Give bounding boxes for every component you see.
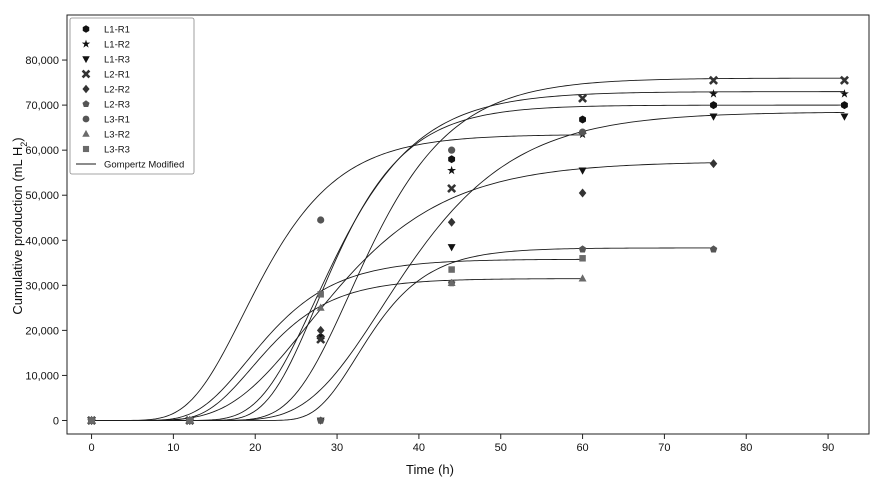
- fit-curves: [91, 77, 845, 421]
- point-l3-r3: [186, 417, 193, 424]
- point-l1-r2: [709, 89, 718, 98]
- fit-curve-l1-r2: [91, 91, 845, 421]
- point-l2-r1: [708, 75, 719, 85]
- x-tick-label: 90: [822, 442, 834, 454]
- legend-marker-l1-r1: [82, 25, 90, 33]
- point-l1-r3: [840, 113, 849, 121]
- point-l2-r3: [316, 416, 325, 424]
- legend-label: L1-R2: [104, 40, 130, 51]
- x-axis: 0 10 20 30 40 50 60 70 80 90: [88, 434, 834, 454]
- y-axis-title: Cumulative production (mL H2): [10, 137, 29, 314]
- legend-label-fit: Gompertz Modified: [104, 160, 184, 171]
- y-tick-label: 40,000: [25, 235, 59, 247]
- fit-curve-l3-r1: [91, 134, 583, 421]
- point-l3-r2: [316, 303, 325, 311]
- y-tick-label: 30,000: [25, 280, 59, 292]
- x-tick-label: 20: [249, 442, 261, 454]
- legend-label: L3-R1: [104, 115, 130, 126]
- legend-marker-l2-r2: [82, 84, 90, 94]
- y-tick-label: 70,000: [25, 100, 59, 112]
- y-tick-label: 0: [53, 415, 59, 427]
- point-l2-r2: [578, 188, 587, 198]
- legend-label: L2-R1: [104, 70, 130, 81]
- point-l3-r1: [578, 128, 587, 136]
- x-tick-label: 60: [576, 442, 588, 454]
- fit-curve-l2-r1: [91, 77, 845, 421]
- legend: L1-R1 L1-R2 L1-R3 L2-R1 L2-R2 L2-R3 L3-R1 L3-R2…: [69, 17, 195, 175]
- point-l3-r3: [579, 255, 586, 262]
- y-tick-label: 20,000: [25, 325, 59, 337]
- fit-curve-l3-r3: [91, 258, 583, 421]
- y-tick-label: 10,000: [25, 370, 59, 382]
- point-l2-r2: [316, 325, 325, 335]
- point-l3-r3: [448, 266, 455, 273]
- y-tick-label: 60,000: [25, 145, 59, 157]
- point-l1-r1: [710, 101, 717, 110]
- data-points: [87, 75, 849, 426]
- point-l1-r3: [709, 113, 718, 121]
- y-tick-label: 50,000: [25, 190, 59, 202]
- legend-label: L2-R3: [104, 100, 130, 111]
- point-l3-r1: [448, 146, 456, 154]
- x-tick-label: 80: [740, 442, 752, 454]
- legend-marker-l1-r2: [81, 39, 91, 48]
- point-l2-r2: [709, 159, 718, 169]
- point-l1-r2: [447, 165, 457, 175]
- point-l2-r3: [709, 245, 718, 253]
- plot-frame: [66, 14, 870, 435]
- legend-marker-l2-r3: [82, 100, 90, 108]
- point-l2-r1: [578, 93, 588, 103]
- legend-box: [69, 17, 195, 175]
- fit-curve-l2-r2: [91, 162, 714, 421]
- legend-marker-l1-r3: [82, 56, 90, 64]
- point-l2-r1: [839, 75, 849, 85]
- x-tick-label: 70: [658, 442, 670, 454]
- fit-curve-l2-r3: [91, 247, 714, 421]
- x-tick-label: 50: [495, 442, 507, 454]
- legend-marker-l3-r3: [82, 145, 90, 153]
- legend-marker-l3-r1: [82, 115, 90, 123]
- legend-label: L3-R3: [104, 145, 130, 156]
- point-l1-r1: [579, 115, 586, 124]
- point-l1-r3: [578, 167, 587, 175]
- point-l1-r1: [841, 101, 848, 110]
- y-axis: 0 10,000 20,000 30,000 40,000 50,000 60,000 70,…: [25, 55, 67, 427]
- point-l3-r2: [447, 278, 456, 286]
- legend-label: L2-R2: [104, 85, 130, 96]
- legend-marker-l2-r1: [81, 69, 91, 79]
- point-l3-r2: [578, 274, 587, 282]
- point-l2-r3: [578, 245, 587, 253]
- y-tick-label: 80,000: [25, 55, 59, 67]
- point-l3-r3: [88, 417, 95, 424]
- point-l2-r1: [316, 334, 326, 344]
- point-l2-r1: [447, 183, 457, 193]
- x-tick-label: 10: [167, 442, 179, 454]
- legend-label: L1-R3: [104, 55, 130, 66]
- fit-curve-l1-r1: [91, 104, 845, 421]
- legend-label: L3-R2: [104, 130, 130, 141]
- fit-curve-l1-r3: [91, 111, 845, 421]
- legend-marker-l3-r2: [82, 129, 90, 137]
- point-l3-r3: [317, 291, 324, 298]
- fit-curve-l3-r2: [91, 278, 583, 421]
- x-tick-label: 30: [331, 442, 343, 454]
- point-l1-r3: [447, 244, 456, 252]
- x-tick-label: 40: [413, 442, 425, 454]
- x-axis-title: Time (h): [406, 462, 454, 477]
- x-tick-label: 0: [88, 442, 94, 454]
- legend-label: L1-R1: [104, 25, 130, 36]
- point-l2-r2: [447, 217, 456, 227]
- point-l1-r1: [448, 155, 456, 164]
- point-l3-r1: [317, 216, 325, 224]
- point-l1-r2: [840, 89, 849, 98]
